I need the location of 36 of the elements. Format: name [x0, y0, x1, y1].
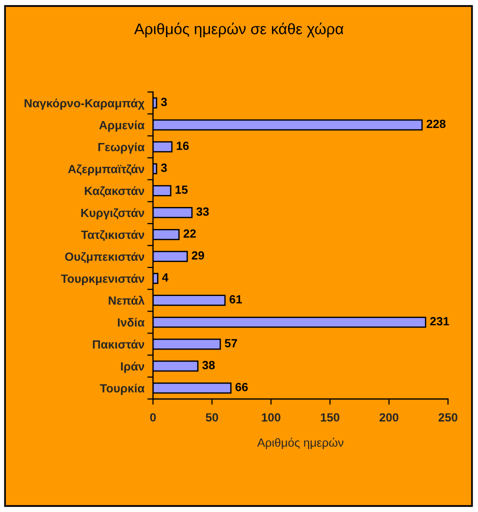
y-tick-label: Ινδία — [118, 318, 145, 327]
y-tick-label: Κυργιζστάν — [81, 208, 144, 220]
data-label: 38 — [202, 360, 215, 370]
y-tick-label: Τουρκμενιστάν — [60, 274, 144, 286]
data-label: 22 — [184, 229, 196, 238]
y-tick-label: Αζερμπαϊτζάν — [68, 164, 144, 176]
y-tick-label: Αρμενία — [99, 120, 145, 132]
data-label: 33 — [196, 207, 209, 216]
x-tick-label: 250 — [438, 413, 458, 422]
y-tick-label: Γεωργία — [98, 142, 145, 154]
data-label: 66 — [235, 382, 248, 392]
x-tick-label: 50 — [206, 413, 218, 422]
x-tick-label: 200 — [380, 413, 398, 422]
data-label: 228 — [426, 120, 446, 128]
x-tick-label: 0 — [150, 413, 156, 422]
x-axis-title: Αριθμός ημερών — [257, 438, 344, 450]
y-tick-label: Ουζμπεκιστάν — [65, 252, 144, 264]
data-label: 29 — [192, 251, 204, 260]
y-tick-label: Νεπάλ — [108, 296, 144, 305]
data-label: 61 — [230, 295, 242, 304]
y-tick-label: Ιράν — [121, 362, 144, 373]
data-label: 16 — [176, 142, 189, 150]
y-tick-label: Ναγκόρνο-Καραμπάχ — [24, 98, 145, 110]
y-tick-label: Τουρκία — [100, 384, 145, 395]
y-tick-label: Καζακστάν — [84, 186, 144, 198]
data-label: 15 — [176, 186, 188, 194]
data-label: 3 — [160, 164, 167, 172]
x-tick-label: 150 — [320, 413, 340, 422]
data-label: 231 — [430, 317, 450, 326]
data-label: 57 — [224, 339, 238, 348]
y-tick-label: Τατζικιστάν — [81, 230, 144, 242]
x-tick-label: 100 — [262, 413, 280, 422]
data-label: 4 — [162, 273, 168, 282]
data-label: 3 — [160, 98, 167, 106]
y-tick-label: Πακιστάν — [92, 340, 144, 349]
chart-title: Αριθμός ημερών σε κάθε χώρα — [134, 22, 344, 38]
